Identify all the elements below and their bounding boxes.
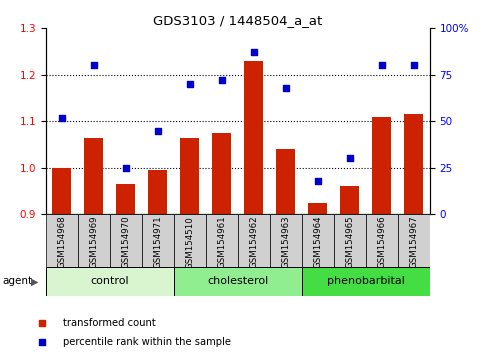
Bar: [404, 114, 424, 214]
Title: GDS3103 / 1448504_a_at: GDS3103 / 1448504_a_at: [153, 14, 323, 27]
Bar: [46, 267, 174, 296]
Bar: [398, 214, 430, 267]
Bar: [206, 214, 238, 267]
Text: transformed count: transformed count: [63, 318, 156, 328]
Text: GSM154971: GSM154971: [154, 216, 162, 268]
Text: GSM154962: GSM154962: [249, 216, 258, 268]
Text: GSM154961: GSM154961: [217, 216, 227, 268]
Point: [378, 63, 386, 68]
Point: [218, 78, 226, 83]
Bar: [180, 137, 199, 214]
Point: [122, 165, 130, 171]
Bar: [78, 214, 110, 267]
Point: [410, 63, 418, 68]
Text: GSM154970: GSM154970: [121, 216, 130, 268]
Text: percentile rank within the sample: percentile rank within the sample: [63, 337, 231, 347]
Bar: [142, 214, 174, 267]
Text: GSM154965: GSM154965: [345, 216, 355, 268]
Text: control: control: [91, 276, 129, 286]
Bar: [270, 214, 302, 267]
Bar: [174, 267, 302, 296]
Point: [250, 50, 258, 55]
Bar: [85, 137, 103, 214]
Bar: [302, 267, 430, 296]
Text: phenobarbital: phenobarbital: [327, 276, 405, 286]
Text: GSM154967: GSM154967: [410, 216, 418, 268]
Bar: [302, 214, 334, 267]
Point: [396, 75, 403, 81]
Point: [396, 249, 403, 255]
Text: GSM154964: GSM154964: [313, 216, 322, 268]
Bar: [372, 116, 391, 214]
Bar: [276, 149, 296, 214]
Bar: [213, 133, 231, 214]
Text: GSM154966: GSM154966: [377, 216, 386, 268]
Point: [314, 178, 322, 183]
Bar: [174, 214, 206, 267]
Bar: [308, 202, 327, 214]
Point: [154, 128, 162, 133]
Text: GSM154510: GSM154510: [185, 216, 194, 269]
Bar: [148, 170, 168, 214]
Point: [282, 85, 290, 91]
Text: GSM154969: GSM154969: [89, 216, 99, 268]
Bar: [340, 186, 359, 214]
Text: agent: agent: [2, 276, 32, 286]
Text: cholesterol: cholesterol: [207, 276, 269, 286]
Bar: [366, 214, 398, 267]
Bar: [334, 214, 366, 267]
Point: [90, 63, 98, 68]
Text: GSM154968: GSM154968: [57, 216, 66, 268]
Bar: [116, 184, 135, 214]
Bar: [46, 214, 78, 267]
Point: [186, 81, 194, 87]
Point: [58, 115, 66, 120]
Text: GSM154963: GSM154963: [282, 216, 290, 268]
Bar: [238, 214, 270, 267]
Point: [346, 155, 354, 161]
Bar: [244, 61, 264, 214]
Bar: [52, 168, 71, 214]
Bar: [110, 214, 142, 267]
Text: ▶: ▶: [31, 276, 39, 286]
